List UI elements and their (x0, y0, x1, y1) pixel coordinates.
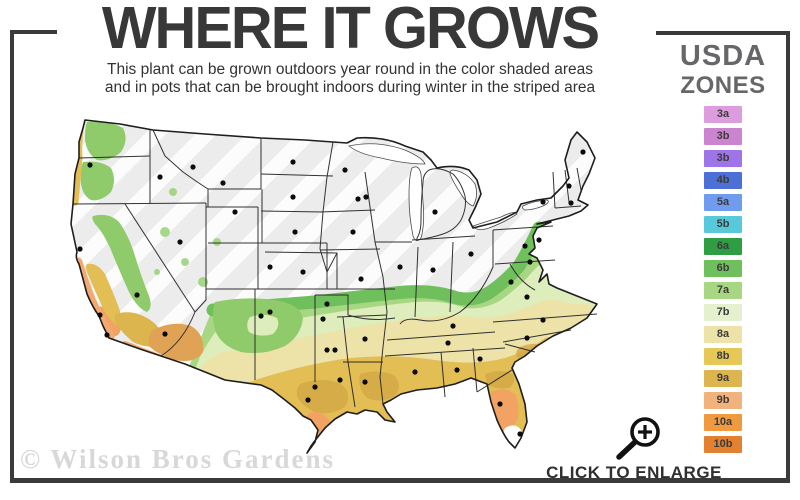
frame-border-bottom (10, 478, 790, 483)
legend-title-usda: USDA (679, 40, 767, 72)
zone-chip-8a: 8a (704, 326, 742, 343)
zone-chip-6a: 6a (704, 238, 742, 255)
zone-chip-5b: 5b (704, 216, 742, 233)
subtitle-line-1: This plant can be grown outdoors year ro… (107, 61, 593, 78)
page-title: WHERE IT GROWS (101, 0, 600, 61)
frame-border-top-left (10, 30, 57, 34)
click-to-enlarge-label[interactable]: CLICK TO ENLARGE (546, 463, 722, 482)
usa-map-svg (70, 119, 598, 454)
zone-chip-9a: 9a (704, 370, 742, 387)
watermark: © Wilson Bros Gardens (20, 444, 335, 474)
us-outline (70, 119, 598, 454)
zone-chip-10a: 10a (704, 414, 742, 431)
legend-title: USDA ZONES (658, 42, 788, 98)
zone-chip-9b: 9b (704, 392, 742, 409)
subtitle: This plant can be grown outdoors year ro… (0, 61, 700, 96)
magnifying-glass-plus-icon[interactable] (605, 413, 667, 465)
zone-chip-6b: 6b (704, 260, 742, 277)
frame-border-right (786, 31, 790, 483)
zone-chip-8b: 8b (704, 348, 742, 365)
zone-chip-3b: 3b (704, 128, 742, 145)
map-fill-layers (71, 120, 597, 453)
zone-chip-10b: 10b (704, 436, 742, 453)
frame-border-top-right (656, 31, 790, 35)
usda-zone-map[interactable] (65, 112, 665, 472)
zone-chip-7b: 7b (704, 304, 742, 321)
legend-title-zones: ZONES (680, 72, 766, 99)
zone-chip-5a: 5a (704, 194, 742, 211)
zone-chip-3a: 3a (704, 106, 742, 123)
zone-chip-7a: 7a (704, 282, 742, 299)
frame-border-left (10, 30, 14, 483)
zone-chip-4b: 4b (704, 172, 742, 189)
zone-chip-3b: 3b (704, 150, 742, 167)
city-dots (77, 149, 586, 437)
subtitle-line-2: and in pots that can be brought indoors … (104, 78, 596, 96)
zone-chip-list: 3a 3b 3b 4b 5a 5b 6a 6b 7a 7b 8a 8b 9a 9b 10a 10b (704, 106, 742, 458)
state-borders (72, 129, 598, 408)
